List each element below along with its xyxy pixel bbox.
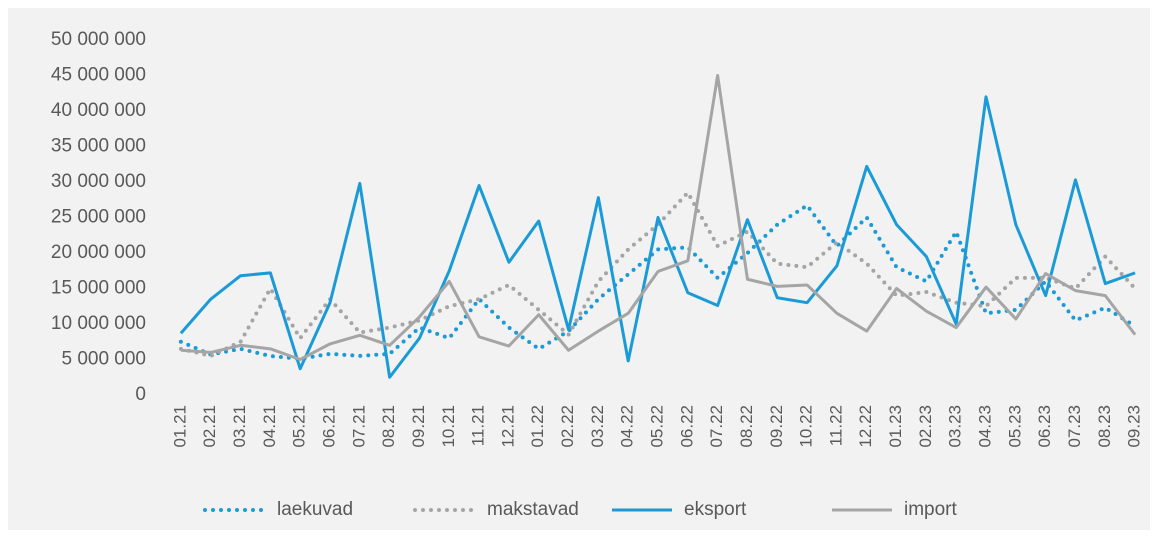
- series-line: [179, 95, 1136, 379]
- y-tick-label: 0: [135, 384, 146, 405]
- y-tick-label: 25 000 000: [51, 207, 146, 228]
- x-tick-label: 08.22: [737, 405, 756, 448]
- y-tick-label: 5 000 000: [61, 349, 146, 370]
- x-tick-label: 01.23: [886, 405, 905, 448]
- x-tick-label: 12.22: [856, 405, 875, 448]
- series-line: [180, 74, 1137, 361]
- x-tick-label: 09.23: [1125, 405, 1144, 448]
- y-tick-label: 45 000 000: [51, 65, 146, 86]
- x-tick-label: 08.23: [1095, 405, 1114, 448]
- x-tick-label: 01.21: [170, 405, 189, 448]
- x-tick-label: 02.22: [558, 405, 577, 448]
- x-tick-label: 09.21: [409, 405, 428, 448]
- chart-background: [8, 8, 1150, 530]
- x-tick-label: 07.21: [349, 405, 368, 448]
- x-tick-label: 11.21: [469, 405, 488, 446]
- y-tick-label: 15 000 000: [51, 278, 146, 299]
- x-tick-label: 03.21: [230, 405, 249, 448]
- x-tick-label: 05.23: [1005, 405, 1024, 448]
- y-tick-label: 35 000 000: [51, 136, 146, 157]
- legend-label: makstavad: [487, 499, 579, 520]
- x-tick-label: 10.21: [439, 405, 458, 448]
- x-tick-label: 04.21: [260, 405, 279, 448]
- x-tick-label: 11.22: [826, 405, 845, 446]
- x-tick-label: 02.23: [916, 405, 935, 448]
- x-tick-label: 04.22: [618, 405, 637, 448]
- y-tick-label: 40 000 000: [51, 100, 146, 121]
- x-tick-label: 06.23: [1035, 405, 1054, 448]
- x-tick-label: 09.22: [767, 405, 786, 448]
- y-tick-label: 10 000 000: [51, 313, 146, 334]
- x-tick-label: 01.22: [528, 405, 547, 448]
- x-tick-label: 03.23: [946, 405, 965, 448]
- y-tick-label: 30 000 000: [51, 171, 146, 192]
- x-tick-label: 05.22: [647, 405, 666, 448]
- y-tick-label: 50 000 000: [51, 29, 146, 50]
- x-tick-label: 12.21: [498, 405, 517, 448]
- legend-label: laekuvad: [277, 499, 353, 520]
- legend-label: eksport: [684, 499, 747, 520]
- x-tick-label: 04.23: [975, 405, 994, 448]
- series-line: [178, 203, 1138, 361]
- x-tick-label: 07.22: [707, 405, 726, 448]
- x-tick-label: 05.21: [290, 405, 309, 448]
- x-tick-label: 07.23: [1065, 405, 1084, 448]
- x-tick-label: 08.21: [379, 405, 398, 448]
- x-tick-label: 06.21: [319, 405, 338, 448]
- x-tick-label: 10.22: [797, 405, 816, 448]
- legend-label: import: [904, 499, 958, 520]
- x-tick-label: 02.21: [200, 405, 219, 448]
- x-tick-label: 03.22: [588, 405, 607, 448]
- y-tick-label: 20 000 000: [51, 242, 146, 263]
- x-tick-label: 06.22: [677, 405, 696, 448]
